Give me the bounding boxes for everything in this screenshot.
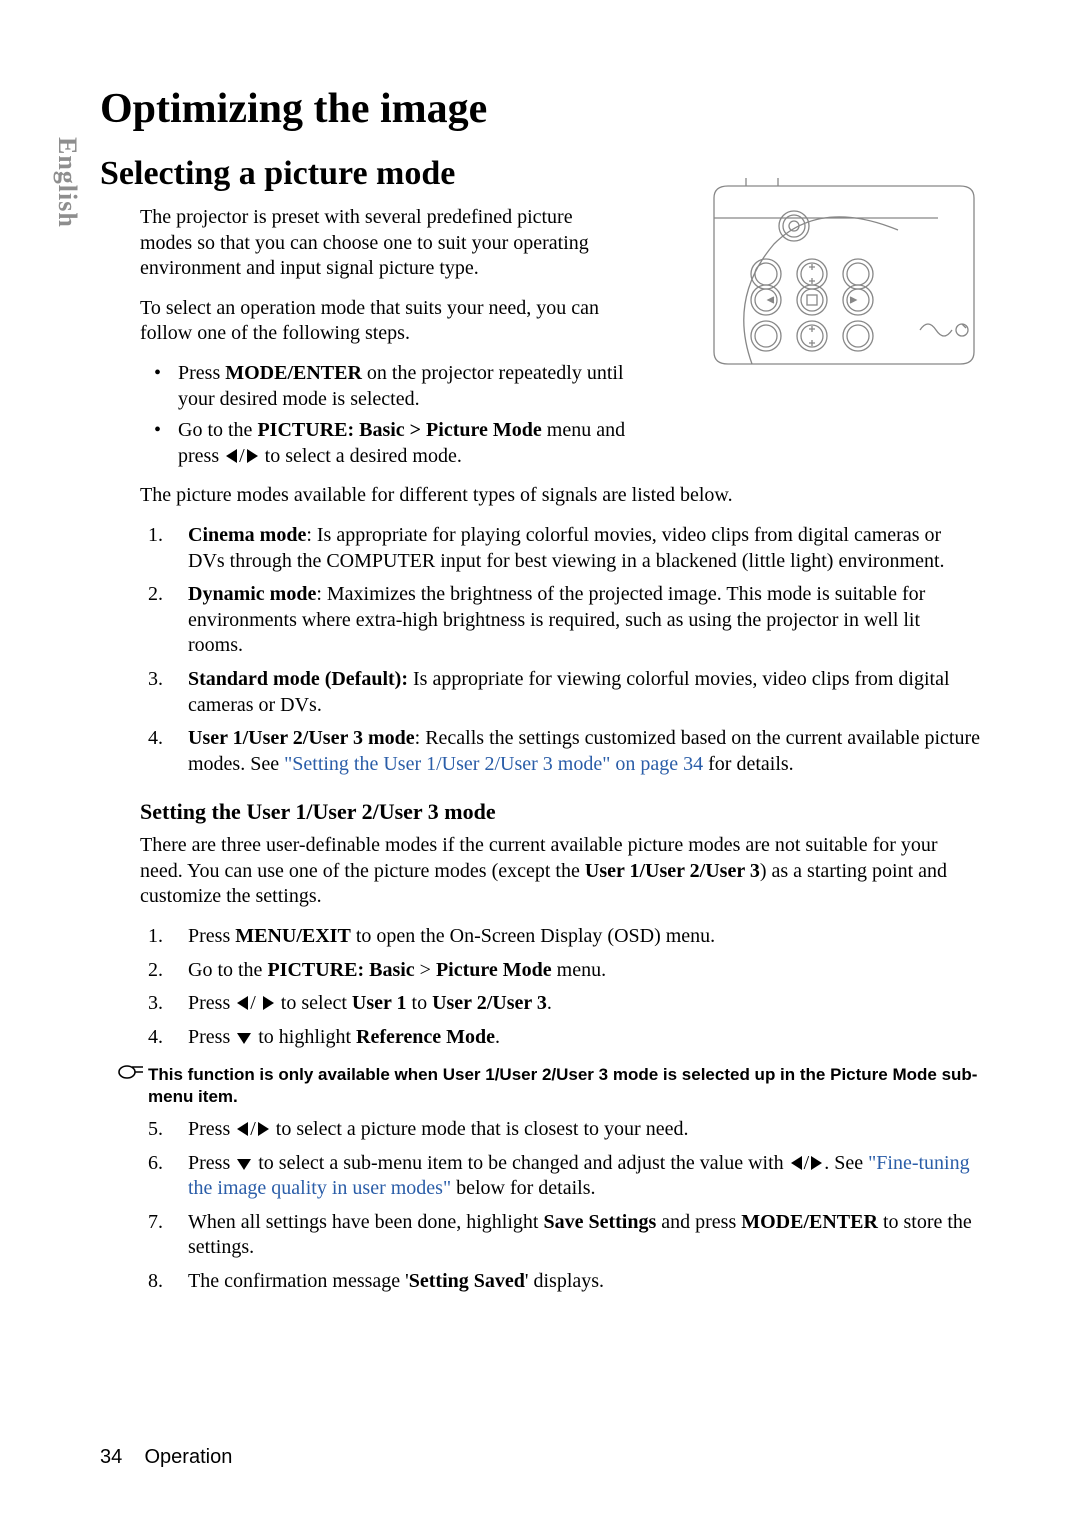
left-arrow-icon (237, 996, 248, 1010)
right-arrow-icon (258, 1122, 269, 1136)
step-7: 7.When all settings have been done, high… (140, 1210, 980, 1261)
intro-paragraph-1: The projector is preset with several pre… (140, 205, 600, 282)
selection-steps-list: Press MODE/ENTER on the projector repeat… (140, 361, 980, 469)
right-arrow-icon (247, 449, 258, 463)
step-4: 4.Press to highlight Reference Mode. (140, 1025, 980, 1051)
page-title: Optimizing the image (100, 85, 980, 133)
step-5: 5.Press / to select a picture mode that … (140, 1117, 980, 1143)
down-arrow-icon (237, 1159, 251, 1170)
left-arrow-icon (226, 449, 237, 463)
note-text: This function is only available when Use… (148, 1064, 980, 1107)
left-arrow-icon (237, 1122, 248, 1136)
page: English Optimizing the image Selecting a… (0, 0, 1080, 1529)
footer-section: Operation (144, 1446, 232, 1468)
right-arrow-icon (811, 1156, 822, 1170)
note-icon (118, 1062, 148, 1087)
mode-standard: 3.Standard mode (Default): Is appropriat… (140, 667, 980, 718)
step-8: 8.The confirmation message 'Setting Save… (140, 1269, 980, 1295)
page-number: 34 (100, 1446, 122, 1468)
down-arrow-icon (237, 1033, 251, 1044)
projector-top-diagram (708, 178, 980, 370)
picture-modes-list: 1.Cinema mode: Is appropriate for playin… (140, 523, 980, 777)
intro-paragraph-2: To select an operation mode that suits y… (140, 296, 600, 347)
page-footer: 34 Operation (100, 1446, 232, 1469)
bullet-mode-enter: Press MODE/ENTER on the projector repeat… (140, 361, 638, 412)
step-3: 3.Press / to select User 1 to User 2/Use… (140, 991, 980, 1017)
right-arrow-icon (263, 996, 274, 1010)
subsection-title: Setting the User 1/User 2/User 3 mode (140, 799, 980, 825)
user-mode-steps-5to8: 5.Press / to select a picture mode that … (140, 1117, 980, 1295)
mode-user: 4.User 1/User 2/User 3 mode: Recalls the… (140, 726, 980, 777)
mode-cinema: 1.Cinema mode: Is appropriate for playin… (140, 523, 980, 574)
mode-dynamic: 2.Dynamic mode: Maximizes the brightness… (140, 582, 980, 659)
user-mode-steps-1to4: 1.Press MENU/EXIT to open the On-Screen … (140, 924, 980, 1050)
user-mode-intro: There are three user-definable modes if … (140, 833, 980, 910)
step-2: 2.Go to the PICTURE: Basic > Picture Mod… (140, 958, 980, 984)
user-mode-link[interactable]: "Setting the User 1/User 2/User 3 mode" … (284, 753, 703, 775)
left-arrow-icon (791, 1156, 802, 1170)
step-1: 1.Press MENU/EXIT to open the On-Screen … (140, 924, 980, 950)
modes-intro: The picture modes available for differen… (140, 483, 980, 509)
note: This function is only available when Use… (118, 1064, 980, 1107)
bullet-picture-menu: Go to the PICTURE: Basic > Picture Mode … (140, 418, 638, 469)
language-side-label: English (52, 137, 82, 228)
step-6: 6.Press to select a sub-menu item to be … (140, 1151, 980, 1202)
